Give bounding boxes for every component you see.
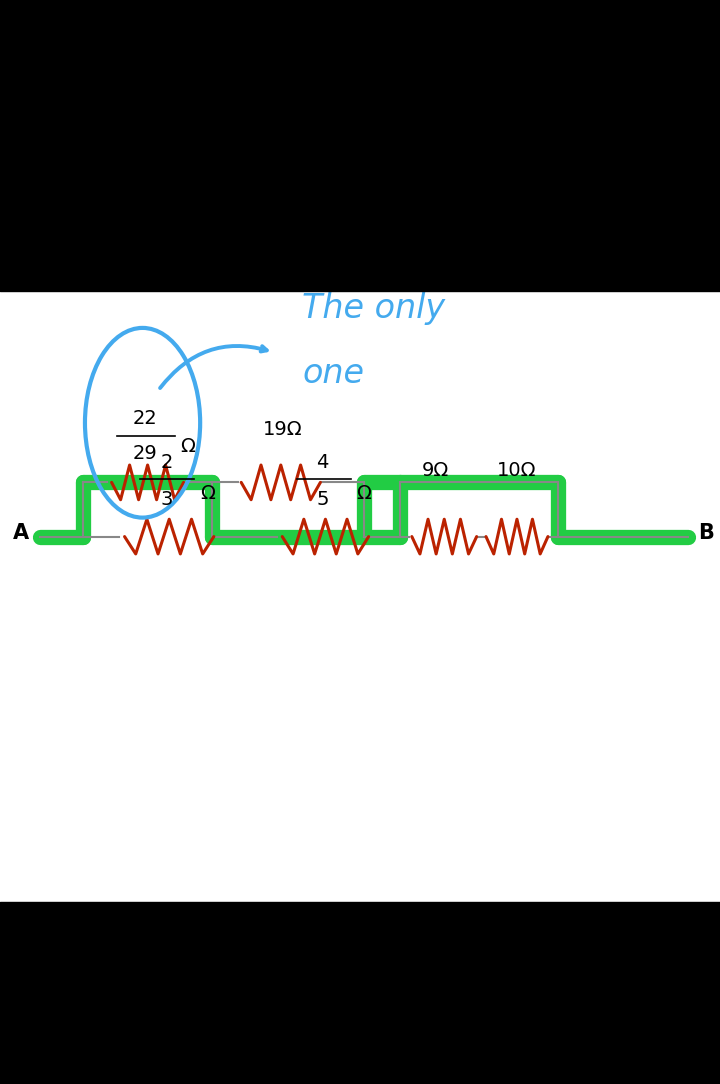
Text: B: B	[698, 524, 714, 543]
Text: 9Ω: 9Ω	[422, 461, 449, 480]
Text: 5: 5	[316, 490, 329, 509]
Text: Ω: Ω	[356, 483, 372, 503]
Text: 4: 4	[316, 452, 329, 472]
Text: 3: 3	[161, 490, 174, 509]
Text: 22: 22	[133, 409, 158, 428]
Text: Ω: Ω	[200, 483, 215, 503]
Text: 29: 29	[133, 443, 158, 463]
Text: 10Ω: 10Ω	[498, 461, 536, 480]
Text: The only: The only	[302, 293, 446, 325]
Text: one: one	[302, 358, 364, 390]
Text: Ω: Ω	[180, 437, 195, 456]
Text: 19Ω: 19Ω	[262, 420, 302, 439]
Text: A: A	[13, 524, 29, 543]
Text: 2: 2	[161, 452, 174, 472]
